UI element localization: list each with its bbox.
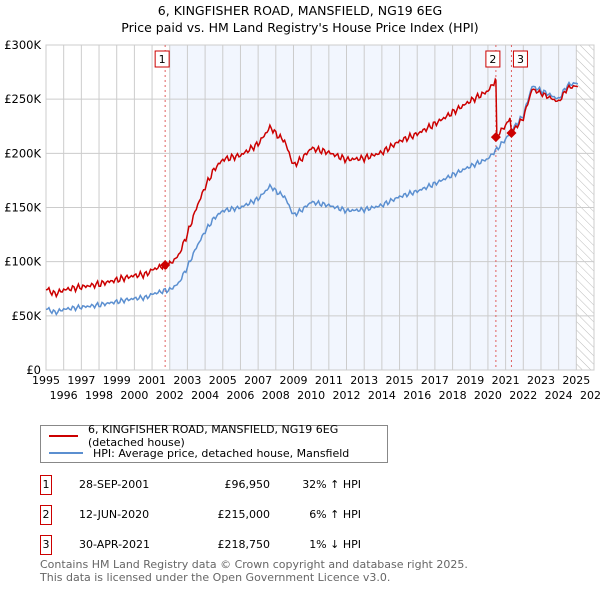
x-tick-label: 2014 xyxy=(368,389,396,402)
x-tick-label: 1996 xyxy=(50,389,78,402)
legend-swatch-hpi xyxy=(49,452,83,454)
sale-date: 28-SEP-2001 xyxy=(79,478,150,491)
chart-title: 6, KINGFISHER ROAD, MANSFIELD, NG19 6EG xyxy=(157,3,443,18)
x-tick-label: 1999 xyxy=(103,374,131,387)
sale-label-text: 2 xyxy=(489,53,496,66)
x-tick-label: 2006 xyxy=(226,389,254,402)
sale-price: £215,000 xyxy=(217,508,271,521)
x-tick-label: 1995 xyxy=(32,374,60,387)
sale-price: £218,750 xyxy=(217,538,271,551)
legend-swatch-property xyxy=(49,435,78,437)
x-tick-label: 2010 xyxy=(297,389,325,402)
x-tick-label: 2004 xyxy=(191,389,219,402)
sale-label-box xyxy=(154,50,170,68)
sale-point-marker xyxy=(506,128,517,139)
x-tick-label: 2020 xyxy=(474,389,502,402)
x-tick-label: 2013 xyxy=(350,374,378,387)
sale-marker-label: 1 xyxy=(40,475,52,495)
x-tick-label: 2024 xyxy=(545,389,573,402)
y-tick-label: £100K xyxy=(4,255,41,269)
x-tick-label: 2015 xyxy=(386,374,414,387)
x-tick-label: 2011 xyxy=(315,374,343,387)
sale-point-marker xyxy=(160,259,171,270)
x-tick-label: 2025 xyxy=(562,374,590,387)
sale-marker-label: 3 xyxy=(40,535,52,555)
sale-label-box xyxy=(512,50,528,68)
plot-frame xyxy=(45,44,595,371)
x-tick-label: 2009 xyxy=(279,374,307,387)
x-tick-label: 2001 xyxy=(138,374,166,387)
sale-price: £96,950 xyxy=(224,478,271,491)
sale-label-text: 1 xyxy=(159,53,166,66)
x-tick-label: 2018 xyxy=(439,389,467,402)
sale-hpi-diff: 6% ↑ HPI xyxy=(309,508,361,521)
sale-date: 12-JUN-2020 xyxy=(79,508,150,521)
x-tick-label: 2026 xyxy=(580,389,600,402)
y-tick-label: £0 xyxy=(26,363,41,377)
y-tick-label: £250K xyxy=(4,92,41,106)
sale-point-marker xyxy=(490,132,501,143)
x-tick-label: 1997 xyxy=(67,374,95,387)
sale-marker-label: 2 xyxy=(40,505,52,525)
x-tick-label: 2022 xyxy=(509,389,537,402)
footer-line-1: Contains HM Land Registry data © Crown c… xyxy=(40,558,468,571)
property-price-line xyxy=(45,77,579,299)
x-tick-label: 2023 xyxy=(527,374,555,387)
x-tick-label: 2016 xyxy=(403,389,431,402)
chart-subtitle: Price paid vs. HM Land Registry's House … xyxy=(121,20,479,35)
x-tick-label: 2012 xyxy=(333,389,361,402)
sale-hpi-diff: 32% ↑ HPI xyxy=(302,478,361,491)
x-tick-label: 2008 xyxy=(262,389,290,402)
sale-row-3: 3 30-APR-2021 £218,750 1% ↓ HPI xyxy=(40,535,440,555)
x-tick-label: 2000 xyxy=(120,389,148,402)
y-tick-label: £300K xyxy=(4,38,41,52)
sale-date: 30-APR-2021 xyxy=(79,538,151,551)
legend-label-hpi: HPI: Average price, detached house, Mans… xyxy=(93,446,350,460)
legend: 6, KINGFISHER ROAD, MANSFIELD, NG19 6EG … xyxy=(40,423,388,463)
sale-row-1: 1 28-SEP-2001 £96,950 32% ↑ HPI xyxy=(40,475,440,495)
y-tick-label: £50K xyxy=(12,309,42,323)
x-tick-label: 1998 xyxy=(85,389,113,402)
sale-label-box xyxy=(485,50,501,68)
y-tick-label: £200K xyxy=(4,146,41,160)
x-tick-label: 2019 xyxy=(456,374,484,387)
price-chart: 1995 1996 1997 1998 1999 2000 2001 2002 2003 2004… xyxy=(4,38,600,402)
x-tick-label: 2017 xyxy=(421,374,449,387)
y-tick-label: £150K xyxy=(4,201,41,215)
footer-line-2: This data is licensed under the Open Gov… xyxy=(40,571,391,584)
legend-label-property: 6, KINGFISHER ROAD, MANSFIELD, NG19 6EG … xyxy=(88,423,339,449)
sale-row-2: 2 12-JUN-2020 £215,000 6% ↑ HPI xyxy=(40,505,440,525)
footer: Contains HM Land Registry data © Crown c… xyxy=(40,558,468,584)
x-tick-label: 2005 xyxy=(209,374,237,387)
sale-label-text: 3 xyxy=(517,53,524,66)
x-tick-label: 2002 xyxy=(156,389,184,402)
x-tick-label: 2003 xyxy=(173,374,201,387)
sale-hpi-diff: 1% ↓ HPI xyxy=(309,538,361,551)
x-tick-label: 2007 xyxy=(244,374,272,387)
x-tick-label: 2021 xyxy=(492,374,520,387)
hpi-line xyxy=(45,80,579,316)
